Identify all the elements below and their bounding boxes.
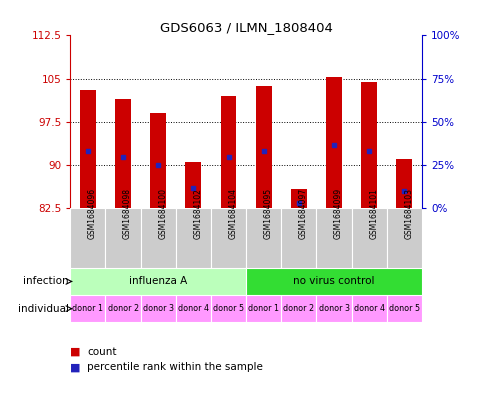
Text: donor 1: donor 1 [248, 304, 279, 313]
Text: donor 2: donor 2 [283, 304, 314, 313]
Bar [175, 209, 211, 268]
Bar [220, 96, 236, 209]
Bar [80, 90, 96, 209]
Text: GSM1684097: GSM1684097 [298, 188, 307, 239]
Bar [150, 113, 166, 209]
Bar [290, 189, 306, 209]
Text: GSM1684102: GSM1684102 [193, 188, 202, 239]
Bar [245, 209, 281, 268]
Bar [70, 268, 245, 295]
Bar [140, 209, 175, 268]
Bar [351, 295, 386, 322]
Bar [361, 81, 377, 209]
Text: GSM1684099: GSM1684099 [333, 188, 342, 239]
Text: GSM1684100: GSM1684100 [158, 188, 167, 239]
Text: donor 4: donor 4 [353, 304, 384, 313]
Bar [211, 295, 245, 322]
Text: donor 3: donor 3 [142, 304, 173, 313]
Bar [316, 295, 351, 322]
Bar [211, 209, 245, 268]
Title: GDS6063 / ILMN_1808404: GDS6063 / ILMN_1808404 [159, 21, 332, 34]
Text: infection: infection [23, 276, 68, 286]
Bar [115, 99, 131, 209]
Text: individual: individual [17, 304, 68, 314]
Bar [175, 295, 211, 322]
Bar [386, 209, 421, 268]
Bar [351, 209, 386, 268]
Bar [281, 209, 316, 268]
Text: ■: ■ [70, 347, 81, 357]
Text: GSM1684101: GSM1684101 [368, 188, 378, 239]
Bar [245, 268, 421, 295]
Bar [70, 209, 105, 268]
Text: GSM1684095: GSM1684095 [263, 188, 272, 239]
Bar [185, 162, 201, 209]
Bar [395, 160, 411, 209]
Bar [70, 295, 105, 322]
Text: no virus control: no virus control [293, 276, 374, 286]
Bar [255, 86, 271, 209]
Text: influenza A: influenza A [129, 276, 187, 286]
Bar [386, 295, 421, 322]
Text: donor 5: donor 5 [388, 304, 419, 313]
Text: GSM1684103: GSM1684103 [404, 188, 412, 239]
Bar [105, 295, 140, 322]
Text: donor 3: donor 3 [318, 304, 349, 313]
Text: GSM1684104: GSM1684104 [228, 188, 237, 239]
Text: donor 1: donor 1 [72, 304, 103, 313]
Text: GSM1684096: GSM1684096 [88, 188, 97, 239]
Text: donor 5: donor 5 [212, 304, 243, 313]
Text: percentile rank within the sample: percentile rank within the sample [87, 362, 263, 373]
Text: ■: ■ [70, 362, 81, 373]
Bar [316, 209, 351, 268]
Text: donor 4: donor 4 [178, 304, 209, 313]
Text: donor 2: donor 2 [107, 304, 138, 313]
Text: count: count [87, 347, 117, 357]
Bar [281, 295, 316, 322]
Bar [245, 295, 281, 322]
Bar [105, 209, 140, 268]
Bar [325, 77, 341, 209]
Text: GSM1684098: GSM1684098 [123, 188, 132, 239]
Bar [140, 295, 175, 322]
